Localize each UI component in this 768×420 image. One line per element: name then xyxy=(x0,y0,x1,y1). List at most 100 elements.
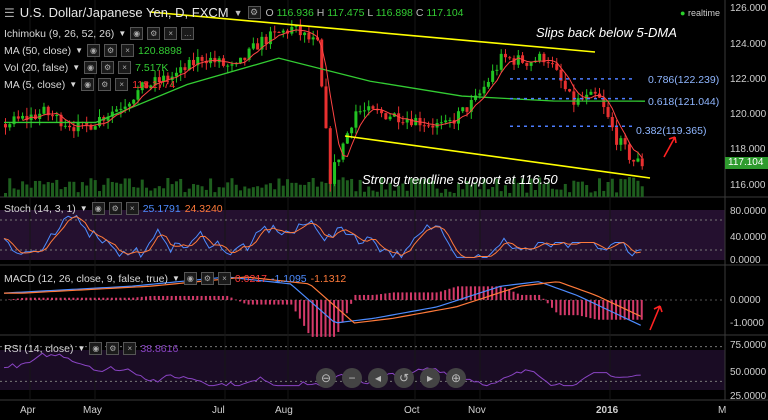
candle-body xyxy=(115,109,119,112)
eye-icon[interactable]: ◉ xyxy=(81,78,95,91)
volume-bar xyxy=(200,186,204,197)
candle-body xyxy=(324,86,328,129)
settings-icon[interactable]: ⚙ xyxy=(98,78,112,91)
stoch-legend[interactable]: Stoch (14, 3, 1) ▼ ◉ ⚙ × 25.1791 24.3240 xyxy=(4,202,223,215)
candle-body xyxy=(610,116,614,128)
scroll-left-button[interactable]: ◂ xyxy=(368,368,388,388)
candle-body xyxy=(311,37,315,40)
volume-bar xyxy=(461,189,465,197)
chevron-down-icon[interactable]: ▼ xyxy=(72,63,81,72)
macd-histogram-bar xyxy=(8,299,11,300)
macd-histogram-bar xyxy=(209,295,212,300)
symbol-title[interactable]: U.S. Dollar/Japanese Yen, D, FXCM xyxy=(19,5,229,20)
eye-icon[interactable]: ◉ xyxy=(84,61,98,74)
indicator-volume[interactable]: Vol (20, false) ▼ ◉ ⚙ × 7.517K xyxy=(4,61,169,74)
volume-bar xyxy=(170,184,174,197)
settings-icon[interactable]: ⚙ xyxy=(108,202,122,215)
macd-histogram-bar xyxy=(427,292,430,300)
candle-body xyxy=(512,58,516,65)
macd-histogram-bar xyxy=(68,297,71,300)
eye-icon[interactable]: ◉ xyxy=(87,44,101,57)
more-icon[interactable]: … xyxy=(181,27,195,40)
settings-icon[interactable]: ⚙ xyxy=(200,272,214,285)
chevron-down-icon[interactable]: ▼ xyxy=(75,46,84,55)
macd-histogram-bar xyxy=(119,297,122,300)
close-icon[interactable]: × xyxy=(164,27,178,40)
volume-bar xyxy=(388,182,392,197)
volume-bar xyxy=(204,189,208,197)
macd-histogram-bar xyxy=(414,292,417,300)
zoom-out-button[interactable]: ⊖ xyxy=(316,368,336,388)
volume-bar xyxy=(456,183,460,197)
volume-bar xyxy=(63,187,67,197)
arrow-icon xyxy=(649,305,663,331)
minus-button[interactable]: − xyxy=(342,368,362,388)
volume-bar xyxy=(533,189,537,197)
chevron-down-icon[interactable]: ▼ xyxy=(69,80,78,89)
time-tick: Jul xyxy=(212,405,225,416)
chevron-down-icon[interactable]: ▼ xyxy=(118,29,127,38)
macd-histogram-bar xyxy=(110,297,113,300)
candle-body xyxy=(3,124,7,128)
eye-icon[interactable]: ◉ xyxy=(183,272,197,285)
chevron-down-icon[interactable]: ▼ xyxy=(79,204,88,213)
stoch-d-line xyxy=(3,216,641,259)
close-icon[interactable]: × xyxy=(115,78,129,91)
candle-body xyxy=(401,122,405,124)
close-icon[interactable]: × xyxy=(121,44,135,57)
close-icon[interactable]: × xyxy=(217,272,231,285)
zoom-in-button[interactable]: ⊕ xyxy=(446,368,466,388)
close-icon[interactable]: × xyxy=(125,202,139,215)
macd-histogram-bar xyxy=(264,300,267,305)
volume-bar xyxy=(563,183,567,197)
eye-icon[interactable]: ◉ xyxy=(91,202,105,215)
volume-bar xyxy=(149,190,153,197)
settings-icon[interactable]: ⚙ xyxy=(104,44,118,57)
macd-histogram-bar xyxy=(593,300,596,320)
candle-body xyxy=(153,77,157,86)
reset-button[interactable]: ↺ xyxy=(394,368,414,388)
time-tick: May xyxy=(83,405,102,416)
settings-icon[interactable]: ⚙ xyxy=(106,342,120,355)
candle-body xyxy=(521,55,525,63)
chevron-down-icon[interactable]: ▼ xyxy=(171,274,180,283)
close-icon[interactable]: × xyxy=(123,342,137,355)
volume-bar xyxy=(448,191,452,197)
scroll-right-button[interactable]: ▸ xyxy=(420,368,440,388)
macd-histogram-bar xyxy=(51,297,54,300)
macd-histogram-bar xyxy=(260,300,263,305)
macd-histogram-bar xyxy=(435,292,438,300)
settings-icon[interactable]: ⚙ xyxy=(247,6,261,19)
candle-body xyxy=(503,53,507,58)
volume-bar xyxy=(568,192,572,197)
eye-icon[interactable]: ◉ xyxy=(89,342,103,355)
eye-icon[interactable]: ◉ xyxy=(130,27,144,40)
volume-bar xyxy=(157,186,161,197)
close-icon[interactable]: × xyxy=(118,61,132,74)
chevron-down-icon[interactable]: ▼ xyxy=(77,344,86,353)
settings-icon[interactable]: ⚙ xyxy=(101,61,115,74)
macd-histogram-bar xyxy=(127,297,130,300)
volume-bar xyxy=(375,191,379,197)
macd-histogram-bar xyxy=(452,287,455,300)
macd-histogram-bar xyxy=(268,300,271,305)
candle-body xyxy=(474,95,478,100)
time-tick: 2016 xyxy=(596,405,619,416)
arrow-icon xyxy=(663,136,677,158)
indicator-ma50[interactable]: MA (50, close) ▼ ◉ ⚙ × 120.8898 xyxy=(4,44,182,57)
candle-body xyxy=(358,111,362,113)
symbol-menu-icon[interactable]: ☰ xyxy=(4,5,15,20)
volume-bar xyxy=(478,189,482,197)
macd-legend[interactable]: MACD (12, 26, close, 9, false, true) ▼ ◉ … xyxy=(4,272,347,285)
rsi-legend[interactable]: RSI (14, close) ▼ ◉ ⚙ × 38.8616 xyxy=(4,342,179,355)
macd-histogram-bar xyxy=(563,300,566,316)
indicator-ichimoku[interactable]: Ichimoku (9, 26, 52, 26) ▼ ◉ ⚙ × … xyxy=(4,27,195,40)
macd-histogram-bar xyxy=(187,295,190,300)
macd-histogram-bar xyxy=(503,287,506,300)
candle-body xyxy=(85,122,89,125)
settings-icon[interactable]: ⚙ xyxy=(147,27,161,40)
candle-body xyxy=(345,133,349,144)
chevron-down-icon[interactable]: ▼ xyxy=(233,7,243,18)
indicator-ma5[interactable]: MA (5, close) ▼ ◉ ⚙ × 118.1774 xyxy=(4,78,176,91)
candle-body xyxy=(132,99,136,104)
